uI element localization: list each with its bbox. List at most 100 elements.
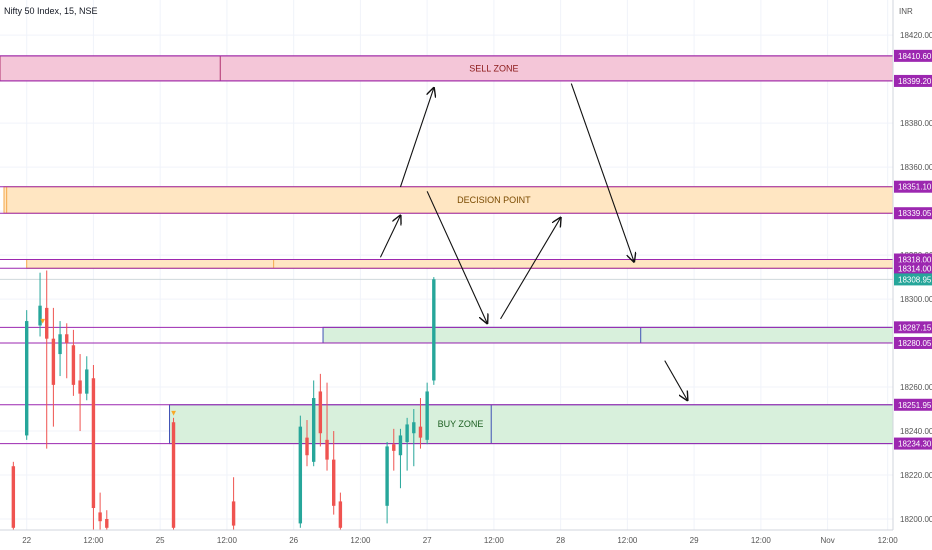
candle-body xyxy=(311,398,316,462)
candle-body xyxy=(78,380,82,394)
zones: SELL ZONE DECISION POINT BUY ZONE xyxy=(0,55,894,445)
candle-body xyxy=(412,422,416,434)
y-tick-label: 18220.00 xyxy=(900,471,932,480)
candle-body xyxy=(98,512,102,522)
candle-body xyxy=(405,424,409,443)
trend-arrow xyxy=(399,88,433,188)
candle-body xyxy=(45,307,49,339)
candle-body xyxy=(231,501,236,526)
x-axis: 22 12:00 25 12:00 26 12:00 27 12:00 28 12:00 29 12:… xyxy=(0,529,899,550)
x-tick-label: 12:00 xyxy=(484,536,505,545)
last-price-tag: 18308.95 xyxy=(898,275,932,284)
candle-body xyxy=(418,426,423,438)
x-axis-bg xyxy=(0,530,893,550)
trend-arrow xyxy=(426,191,487,323)
candle-body xyxy=(332,459,336,506)
price-level-tag: 18251.95 xyxy=(898,401,932,410)
candle-body xyxy=(392,444,396,451)
y-tick-label: 18360.00 xyxy=(900,163,932,172)
x-tick-label: Nov xyxy=(820,536,834,545)
price-level-tag: 18339.05 xyxy=(898,209,932,218)
trend-arrow xyxy=(500,218,561,320)
signal-marker: ▼ xyxy=(39,316,47,325)
x-tick-label: 26 xyxy=(289,536,298,545)
candle-body xyxy=(38,305,42,326)
candle-body xyxy=(24,321,29,436)
trend-arrow xyxy=(570,83,634,262)
x-tick-label: 29 xyxy=(690,536,699,545)
x-tick-label: 28 xyxy=(556,536,565,545)
candle-body xyxy=(298,426,303,524)
candle-body xyxy=(305,437,309,456)
price-level-tag: 18287.15 xyxy=(898,323,932,332)
price-level-tag-bg xyxy=(894,74,932,87)
y-axis: 18200.0018220.0018240.0018260.0018280.00… xyxy=(892,0,932,550)
candle-body xyxy=(385,446,389,506)
price-level-tag: 18318.00 xyxy=(898,256,932,265)
candle-body xyxy=(171,422,176,528)
x-tick-label: 22 xyxy=(22,536,31,545)
chart-title: Nifty 50 Index, 15, NSE xyxy=(4,6,98,16)
y-tick-label: 18300.00 xyxy=(900,295,932,304)
candles xyxy=(11,270,436,539)
x-tick-label: 12:00 xyxy=(217,536,238,545)
last-price-tag-bg xyxy=(894,273,932,286)
x-tick-label: 12:00 xyxy=(878,536,899,545)
zone-box xyxy=(169,404,894,445)
signal-marker: ▼ xyxy=(170,409,178,418)
price-level-tag-bg xyxy=(894,398,932,411)
y-tick-label: 18260.00 xyxy=(900,383,932,392)
x-tick-label: 12:00 xyxy=(751,536,772,545)
horizontal-lines xyxy=(0,55,893,445)
candle-body xyxy=(105,519,109,528)
candle-body xyxy=(425,391,429,440)
candle-body xyxy=(58,334,62,355)
zone-box xyxy=(322,326,894,344)
candle-body xyxy=(85,369,89,394)
trend-arrow xyxy=(664,360,688,401)
candle-body xyxy=(91,378,96,509)
zone-box xyxy=(0,55,894,82)
candle-body xyxy=(318,391,323,434)
price-level-tag-bg xyxy=(894,49,932,62)
candle-body xyxy=(71,345,76,385)
price-level-tag-bg xyxy=(894,321,932,334)
price-level-tag-bg xyxy=(894,336,932,349)
price-level-tag: 18314.00 xyxy=(898,264,932,273)
candle-body xyxy=(51,338,56,385)
trend-arrow xyxy=(379,216,400,258)
price-level-tag: 18410.60 xyxy=(898,52,932,61)
x-tick-label: 12:00 xyxy=(617,536,638,545)
candle-body xyxy=(11,466,16,528)
zone-label: SELL ZONE xyxy=(469,63,518,73)
y-tick-label: 18380.00 xyxy=(900,119,932,128)
zone-label: BUY ZONE xyxy=(438,419,484,429)
price-level-tag-bg xyxy=(894,437,932,450)
y-tick-label: 18240.00 xyxy=(900,427,932,436)
price-level-tag-bg xyxy=(894,207,932,220)
price-level-tag-bg xyxy=(894,262,932,275)
candle-body xyxy=(325,439,329,460)
candle-body xyxy=(432,279,436,381)
price-level-tag: 18280.05 xyxy=(898,339,932,348)
price-level-tag: 18399.20 xyxy=(898,77,932,86)
x-tick-label: 25 xyxy=(156,536,165,545)
y-tick-label: 18200.00 xyxy=(900,515,932,524)
candle-body xyxy=(338,501,343,528)
price-level-tag: 18234.30 xyxy=(898,440,932,449)
x-tick-label: 12:00 xyxy=(83,536,104,545)
candle-body xyxy=(65,334,69,344)
price-level-tag: 18351.10 xyxy=(898,183,932,192)
zone-label: DECISION POINT xyxy=(457,195,531,205)
arrows xyxy=(379,83,688,401)
markers: ▼▼ xyxy=(39,316,178,417)
currency-label: INR xyxy=(899,7,913,16)
candle-body xyxy=(398,435,403,456)
zone-box xyxy=(3,186,894,214)
y-tick-label: 18420.00 xyxy=(900,31,932,40)
x-tick-label: 27 xyxy=(423,536,432,545)
x-tick-label: 12:00 xyxy=(350,536,371,545)
price-level-tag-bg xyxy=(894,180,932,193)
